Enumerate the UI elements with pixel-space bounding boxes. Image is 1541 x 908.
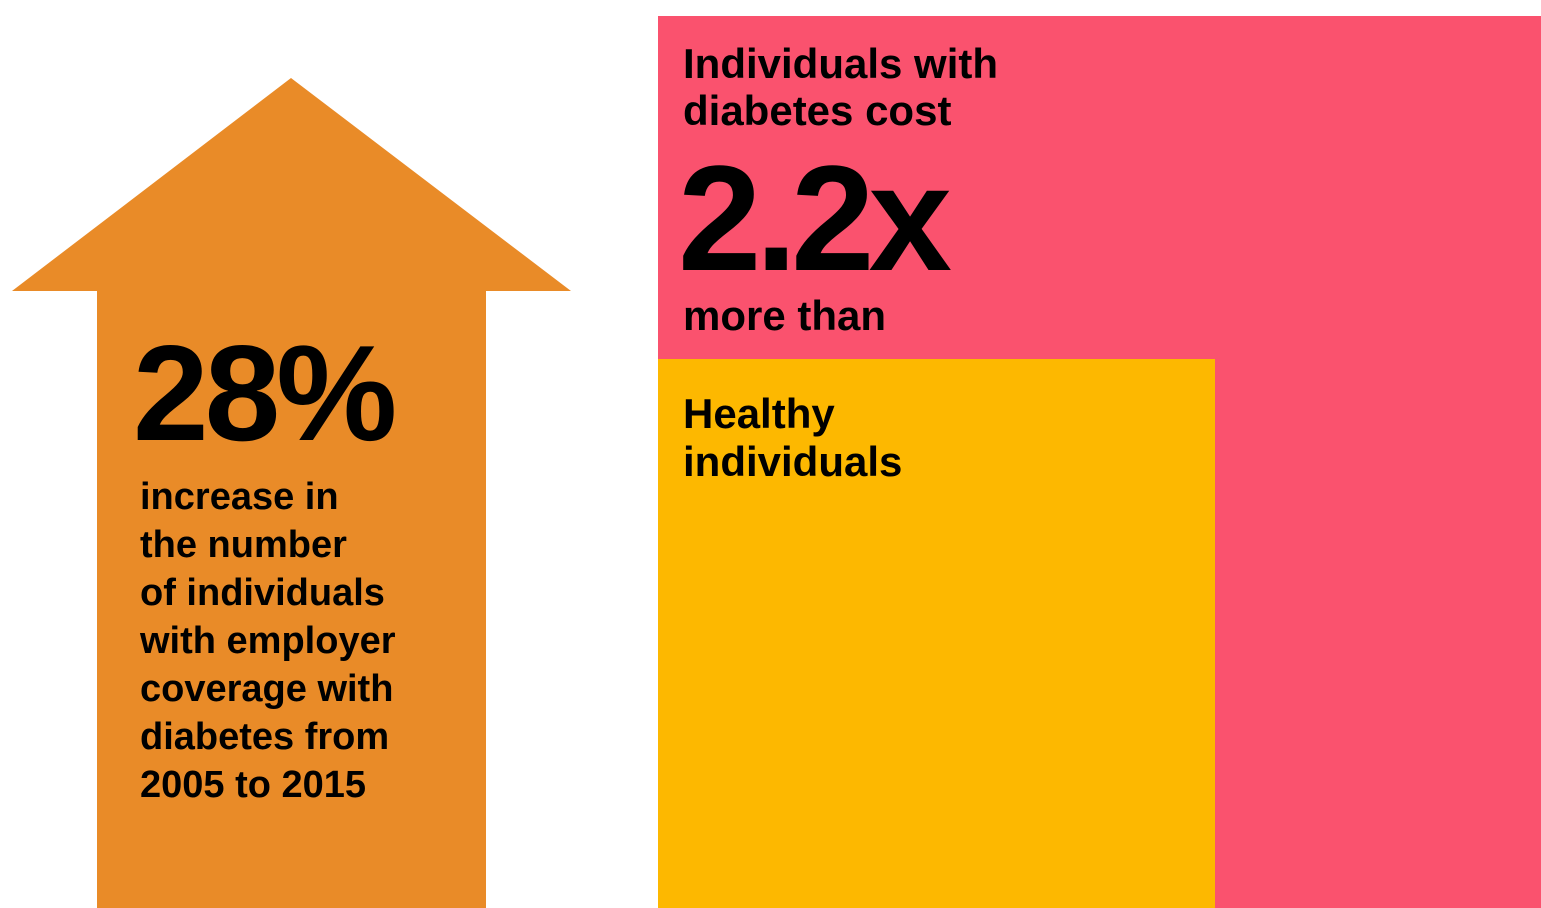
description-line: diabetes from — [140, 716, 389, 758]
description-line: 2005 to 2015 — [140, 764, 366, 806]
increase-description: increase in the number of individuals with … — [139, 476, 396, 806]
heading-line: Individuals with — [683, 40, 998, 87]
healthy-label: Healthy — [683, 390, 835, 437]
description-line: with employer — [139, 620, 396, 662]
heading-line: diabetes cost — [683, 87, 951, 134]
comparison-text: more than — [683, 292, 886, 339]
healthy-label: individuals — [683, 438, 902, 485]
description-line: of individuals — [140, 572, 385, 614]
description-line: increase in — [140, 476, 339, 518]
cost-multiplier: 2.2x — [678, 134, 952, 302]
up-arrow — [12, 78, 571, 908]
description-line: the number — [140, 524, 347, 566]
healthy-cost-box — [658, 359, 1215, 908]
increase-stat: 28% — [133, 317, 394, 469]
description-line: coverage with — [140, 668, 393, 710]
